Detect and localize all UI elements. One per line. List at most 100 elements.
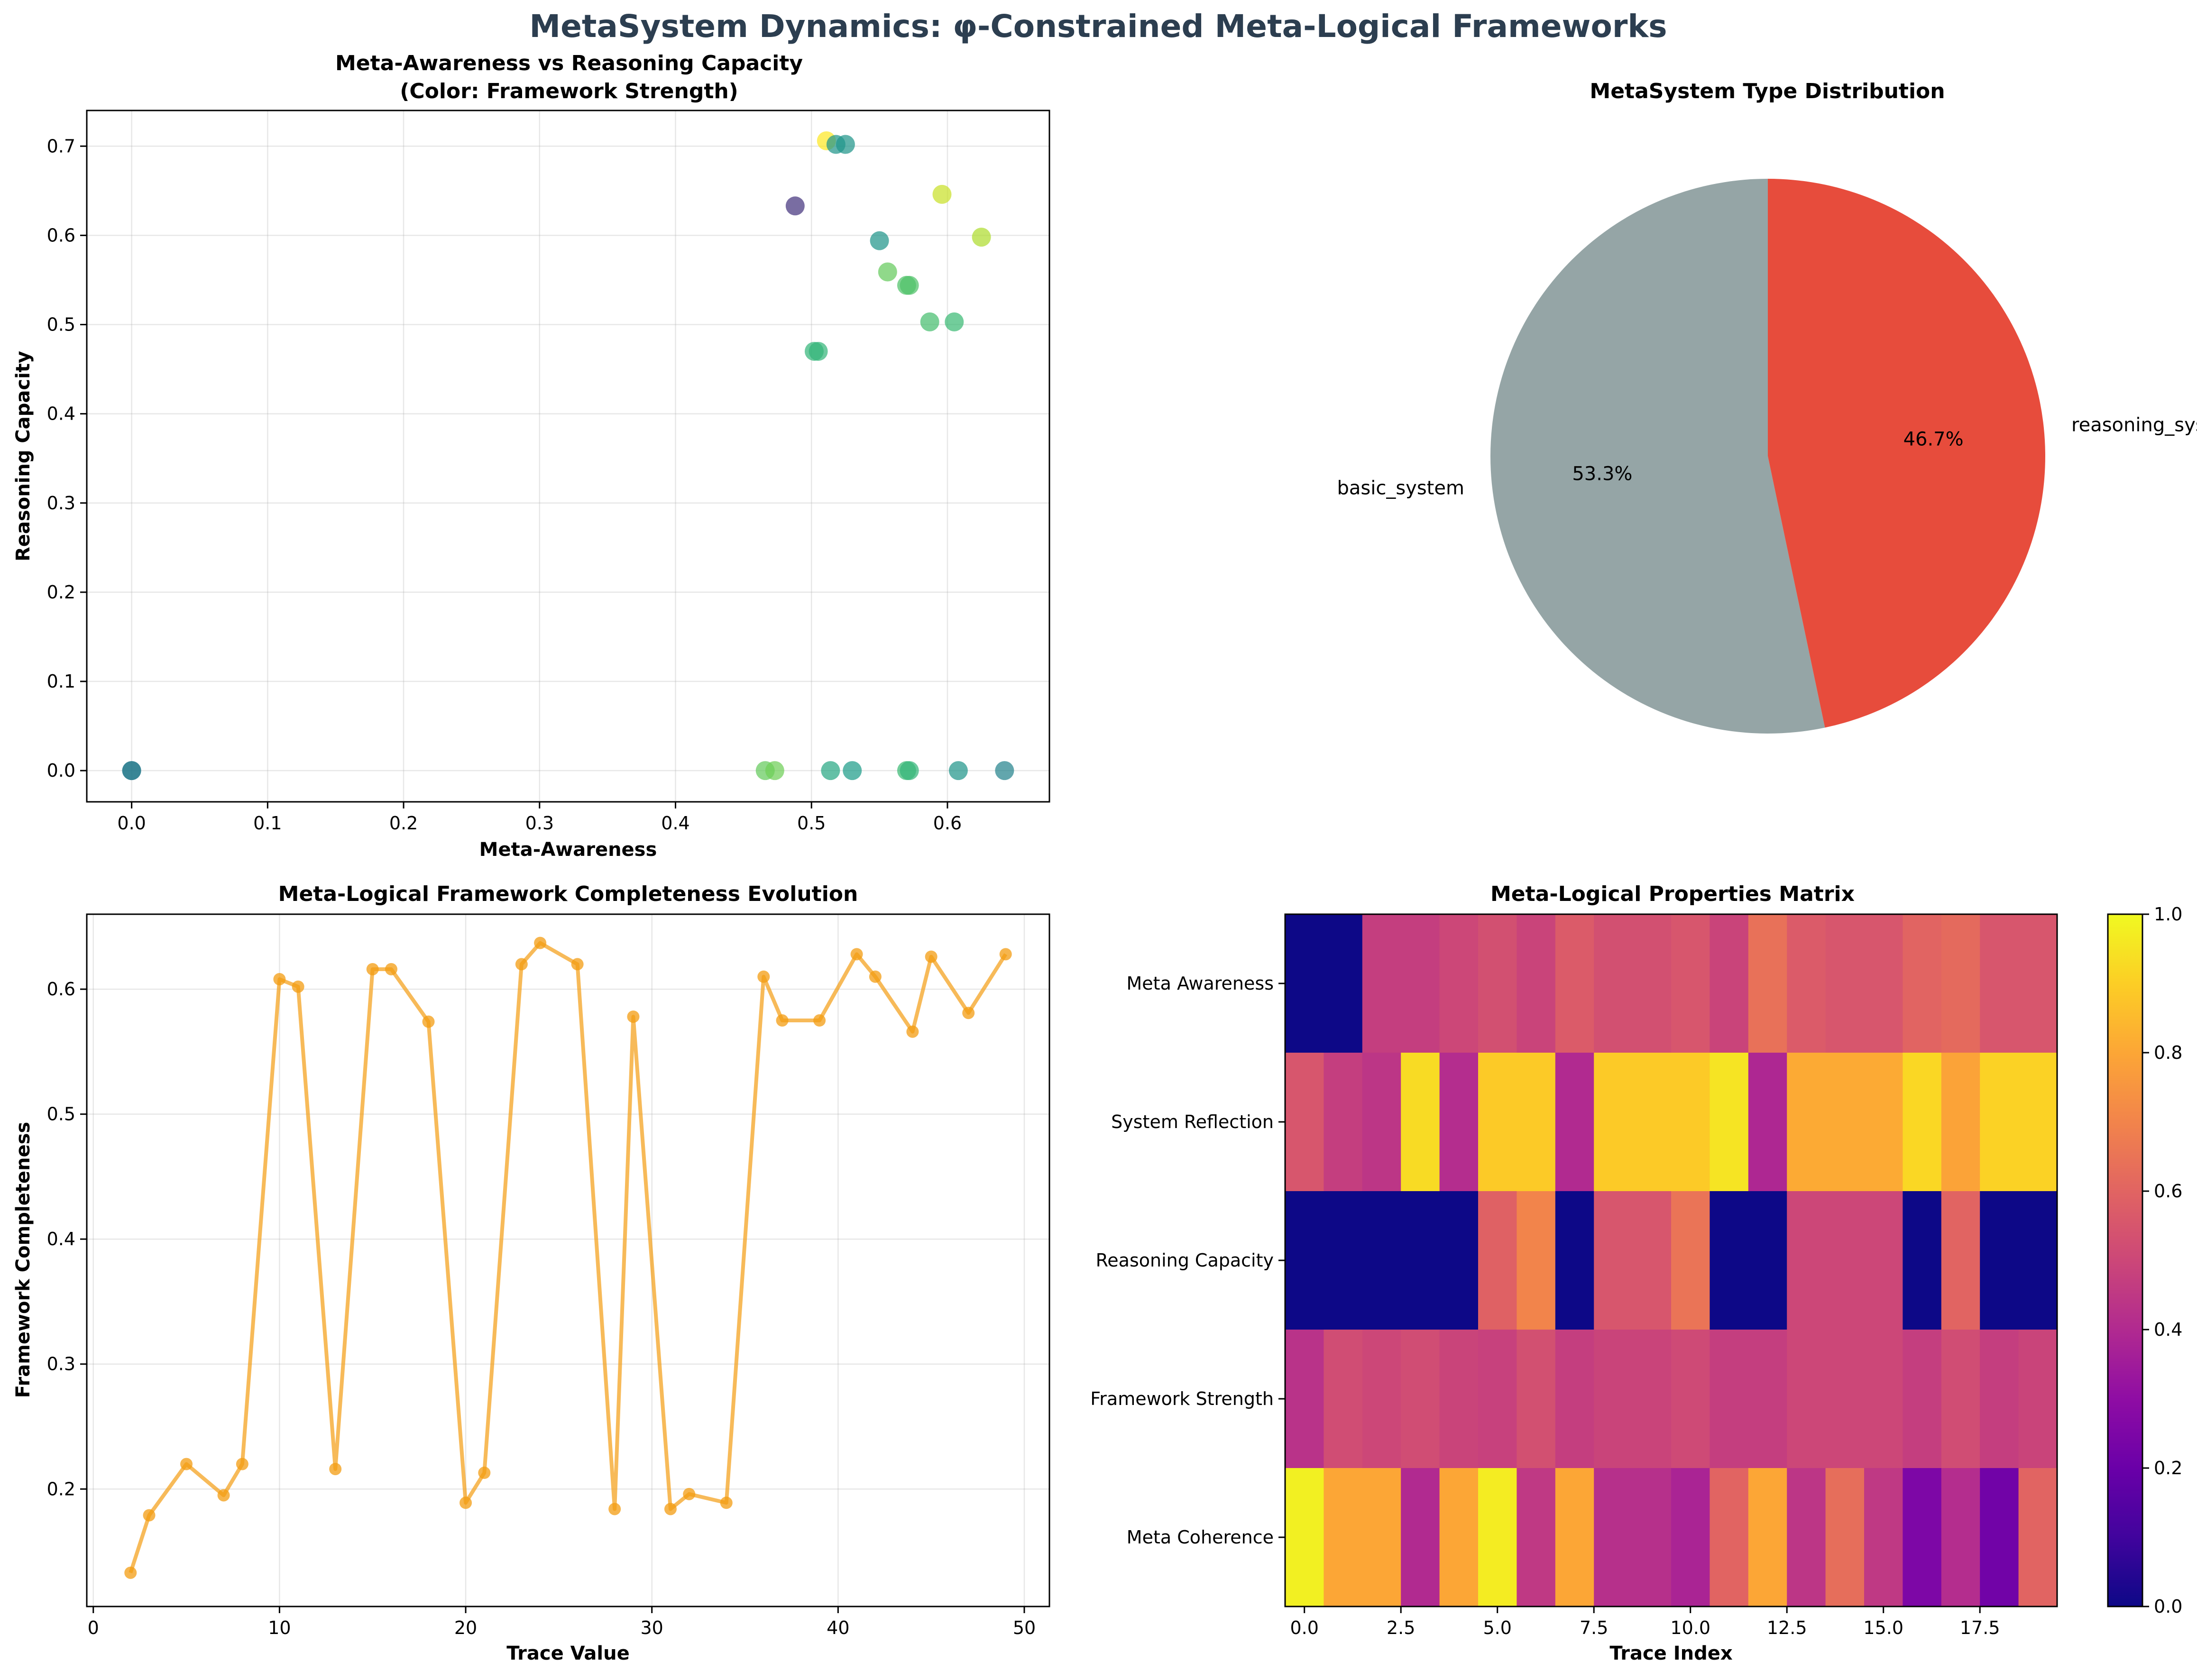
line-marker	[925, 950, 938, 963]
figure-title: MetaSystem Dynamics: φ-Constrained Meta-…	[529, 8, 1667, 45]
line-ticks: 0 10 20 30 40 50 0.2 0.3 0.4 0.5 0.6	[47, 979, 1036, 1638]
heatmap-row-label: Reasoning Capacity	[1096, 1250, 1274, 1271]
heatmap-cell	[1825, 1468, 1865, 1607]
heatmap-cell	[1980, 1330, 2019, 1469]
heatmap-cell	[1594, 1191, 1633, 1330]
heatmap-cell	[1555, 1053, 1594, 1192]
line-marker	[850, 948, 863, 961]
scatter-y-tick-label: 0.5	[47, 314, 75, 335]
heatmap-cell	[1555, 914, 1594, 1053]
heatmap-cell	[1941, 1191, 1980, 1330]
heatmap-ticks: 0.0 2.5 5.0 7.5 10.0 12.5 15.0 17.5 Meta Awarene…	[1090, 973, 2000, 1638]
heatmap-cell	[1825, 1330, 1865, 1469]
line-marker	[813, 1014, 826, 1027]
heatmap-cell	[1864, 1191, 1903, 1330]
heatmap-cell	[1632, 914, 1672, 1053]
heatmap-cell	[1285, 1468, 1324, 1607]
line-marker	[608, 1503, 621, 1515]
heatmap-cell	[1748, 1053, 1787, 1192]
heatmap-cell	[1903, 1191, 1942, 1330]
heatmap-cell	[1439, 1330, 1479, 1469]
line-marker	[273, 973, 286, 986]
heatmap-cell	[1517, 1468, 1556, 1607]
line-x-tick-label: 40	[827, 1617, 849, 1638]
heatmap-cell	[1517, 1053, 1556, 1192]
scatter-points	[122, 131, 1014, 780]
line-x-tick-label: 30	[641, 1617, 663, 1638]
line-title: Meta-Logical Framework Completeness Evol…	[278, 882, 858, 906]
scatter-point	[870, 231, 889, 250]
heatmap-cell	[1517, 1330, 1556, 1469]
heatmap-row-label: Meta Coherence	[1127, 1527, 1274, 1548]
line-marker	[664, 1503, 677, 1515]
line-marker	[478, 1467, 491, 1479]
heatmap-cell	[1478, 1468, 1517, 1607]
scatter-point	[878, 262, 897, 282]
scatter-point	[920, 312, 939, 331]
scatter-point	[765, 761, 784, 780]
heatmap-x-tick-label: 5.0	[1483, 1617, 1511, 1638]
heatmap-cell	[1787, 1053, 1826, 1192]
heatmap-cell	[1517, 914, 1556, 1053]
line-panel: Meta-Logical Framework Completeness Evol…	[12, 882, 1050, 1664]
heatmap-cell	[1710, 1330, 1749, 1469]
pie-label-reasoning_system: reasoning_system	[2071, 414, 2197, 436]
heatmap-cell	[1864, 1330, 1903, 1469]
scatter-point	[932, 184, 952, 204]
heatmap-cell	[1710, 1468, 1749, 1607]
heatmap-cell	[1671, 914, 1710, 1053]
heatmap-cell	[1748, 1330, 1787, 1469]
heatmap-cell	[1324, 914, 1363, 1053]
heatmap-cell	[2018, 914, 2058, 1053]
line-marker	[962, 1007, 975, 1019]
heatmap-cell	[1980, 1191, 2019, 1330]
line-marker	[143, 1509, 156, 1522]
colorbar-tick-label: 0.4	[2154, 1319, 2182, 1340]
heatmap-cell	[1980, 1053, 2019, 1192]
line-xlabel: Trace Value	[506, 1643, 629, 1664]
scatter-title-line1: Meta-Awareness vs Reasoning Capacity	[335, 51, 803, 75]
heatmap-cell	[1285, 1053, 1324, 1192]
heatmap-x-tick-label: 15.0	[1863, 1617, 1903, 1638]
scatter-point	[900, 275, 919, 295]
scatter-point	[995, 761, 1014, 780]
heatmap-cell	[1401, 1468, 1440, 1607]
heatmap-cell	[1517, 1191, 1556, 1330]
heatmap-cell	[2018, 1468, 2058, 1607]
line-marker	[292, 980, 304, 993]
line-marker	[329, 1463, 342, 1476]
heatmap-x-tick-label: 2.5	[1387, 1617, 1415, 1638]
pie-label-basic_system: basic_system	[1337, 477, 1464, 499]
heatmap-cell	[1401, 914, 1440, 1053]
colorbar-tick-label: 0.8	[2154, 1042, 2182, 1063]
heatmap-cell	[1903, 1053, 1942, 1192]
heatmap-cell	[1941, 1330, 1980, 1469]
scatter-x-tick-label: 0.5	[797, 813, 826, 834]
line-x-tick-label: 50	[1013, 1617, 1036, 1638]
line-marker	[776, 1014, 789, 1027]
heatmap-cell	[1787, 1468, 1826, 1607]
line-frame	[86, 913, 1050, 1607]
line-x-tick-label: 10	[268, 1617, 291, 1638]
heatmap-x-tick-label: 7.5	[1580, 1617, 1608, 1638]
heatmap-cell	[1787, 1330, 1826, 1469]
line-y-tick-label: 0.6	[47, 979, 75, 1000]
heatmap-cell	[1401, 1053, 1440, 1192]
line-marker	[217, 1489, 230, 1502]
heatmap-cell	[1980, 1468, 2019, 1607]
line-marker	[720, 1496, 733, 1509]
line-marker	[515, 958, 528, 971]
heatmap-cells	[1285, 914, 2058, 1607]
heatmap-cell	[1710, 914, 1749, 1053]
heatmap-cell	[1594, 1468, 1633, 1607]
scatter-xlabel: Meta-Awareness	[479, 839, 657, 861]
scatter-point	[900, 761, 919, 780]
heatmap-cell	[1748, 1191, 1787, 1330]
heatmap-cell	[1710, 1053, 1749, 1192]
scatter-point	[836, 135, 855, 154]
heatmap-cell	[1864, 914, 1903, 1053]
heatmap-cell	[1285, 914, 1324, 1053]
heatmap-cell	[1324, 1053, 1363, 1192]
scatter-point	[948, 761, 968, 780]
